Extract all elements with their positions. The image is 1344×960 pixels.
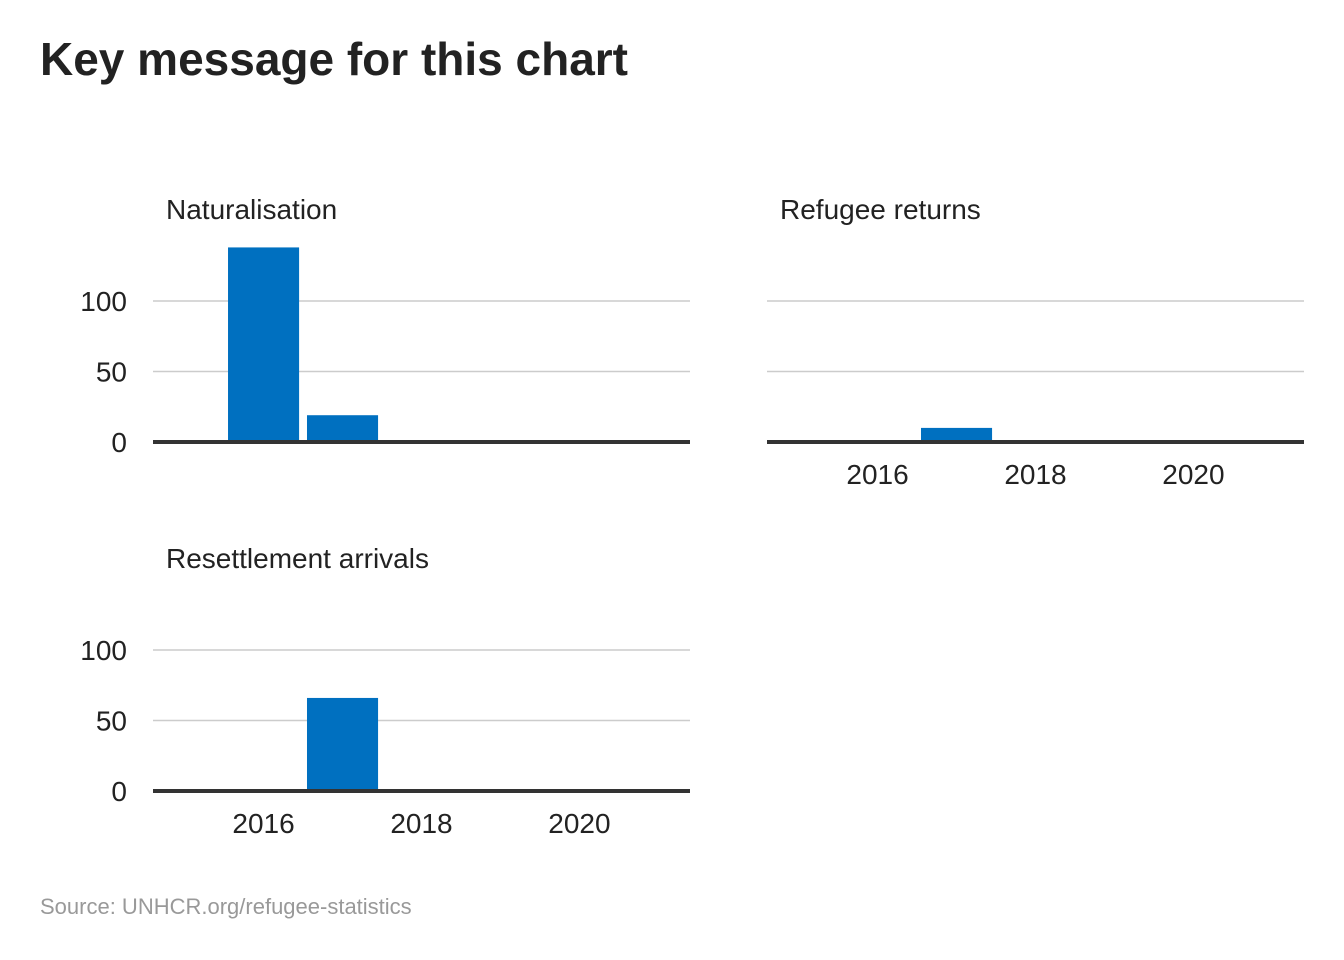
source-note: Source: UNHCR.org/refugee-statistics	[40, 894, 412, 919]
y-tick-label: 0	[111, 776, 127, 807]
panel-title: Naturalisation	[166, 194, 337, 225]
chart-title: Key message for this chart	[40, 33, 629, 85]
bar-2017	[306, 697, 379, 791]
panel-resettlement-arrivals: Resettlement arrivals 0 50 100 2016 2018 2020	[80, 543, 690, 839]
y-tick-label: 0	[111, 427, 127, 458]
panel-title: Resettlement arrivals	[166, 543, 429, 574]
y-tick-label: 50	[96, 357, 127, 388]
x-tick-label: 2020	[1162, 459, 1224, 490]
x-tick-label: 2018	[1004, 459, 1066, 490]
y-tick-label: 100	[80, 286, 127, 317]
bar-2016	[228, 247, 300, 442]
x-tick-label: 2016	[846, 459, 908, 490]
panel-naturalisation: Naturalisation 0 50 100	[80, 194, 690, 458]
panel-title: Refugee returns	[780, 194, 981, 225]
y-tick-label: 100	[80, 635, 127, 666]
bar-2017	[920, 427, 993, 442]
bar-2017	[306, 415, 379, 442]
x-tick-label: 2018	[390, 808, 452, 839]
x-tick-label: 2016	[232, 808, 294, 839]
panel-refugee-returns: Refugee returns 2016 2018 2020	[767, 194, 1304, 490]
x-tick-label: 2020	[548, 808, 610, 839]
y-tick-label: 50	[96, 706, 127, 737]
